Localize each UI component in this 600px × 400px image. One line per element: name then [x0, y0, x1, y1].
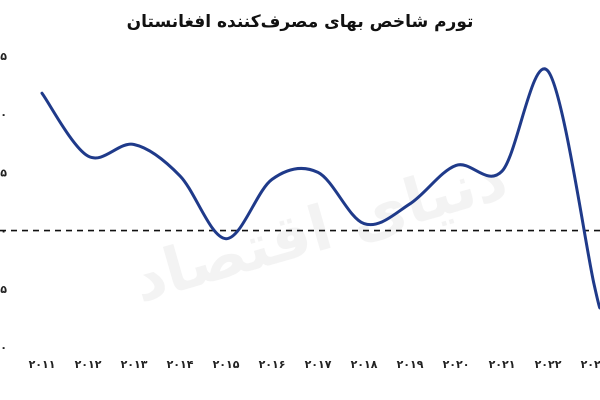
y-tick-label: -۱۰: [0, 341, 7, 354]
x-tick-label: ۲۰۱۶: [259, 358, 286, 371]
x-tick-label: ۲۰۱۹: [397, 358, 424, 371]
y-tick-label: ۱۰: [0, 108, 7, 121]
x-axis: ۲۰۱۱ ۲۰۱۲ ۲۰۱۳ ۲۰۱۴ ۲۰۱۵ ۲۰۱۶ ۲۰۱۷ ۲۰۱۸ ۲۰۱۹ ۲۰۲۰…: [29, 358, 600, 371]
x-tick-label: ۲۰۱۵: [213, 358, 240, 371]
x-tick-label: ۲۰۲۲: [535, 358, 562, 371]
x-tick-label: ۲۰۲۳: [581, 358, 600, 371]
y-tick-label: ۵: [0, 166, 7, 179]
chart-title: تورم شاخص بهای مصرف‌کننده افغانستان: [126, 12, 474, 32]
inflation-line: [40, 67, 600, 310]
x-tick-label: ۲۰۱۱: [29, 358, 56, 371]
y-tick-label: -۵: [0, 283, 7, 296]
x-tick-label: ۲۰۲۱: [489, 358, 516, 371]
x-tick-label: ۲۰۱۴: [167, 358, 194, 371]
x-tick-label: ۲۰۱۷: [305, 358, 332, 371]
y-tick-label: ۱۵: [0, 50, 7, 63]
x-tick-label: ۲۰۲۰: [443, 358, 470, 371]
x-tick-label: ۲۰۱۲: [75, 358, 102, 371]
x-tick-label: ۲۰۱۳: [121, 358, 148, 371]
x-tick-label: ۲۰۱۸: [351, 358, 378, 371]
y-axis: ۱۵۱۰۵۰-۵-۱۰: [0, 50, 7, 354]
